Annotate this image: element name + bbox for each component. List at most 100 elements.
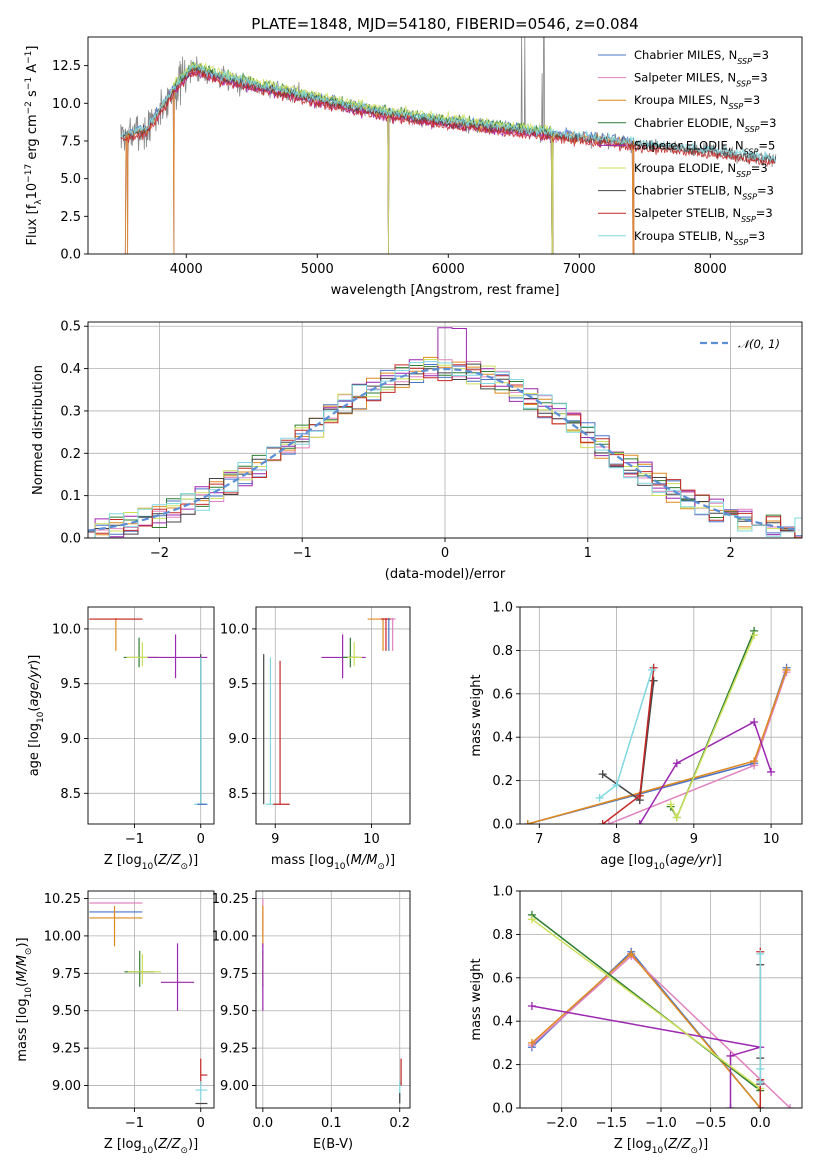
weight_vs_Z-xtick-label: −1.0	[645, 1116, 677, 1131]
series-marker	[750, 718, 759, 727]
series-line	[531, 1005, 761, 1108]
residuals-ytick-label: 0.0	[60, 532, 81, 547]
series-line	[639, 720, 772, 824]
series-marker	[598, 820, 607, 824]
spectrum-xtick-label: 4000	[170, 262, 203, 277]
spectrum-model-chabrier_elodie	[172, 61, 554, 254]
spectrum-title: PLATE=1848, MJD=54180, FIBERID=0546, z=0…	[251, 15, 638, 33]
residuals-xtick-label: −2	[150, 546, 169, 561]
spectrum-model-kroupa_elodie	[172, 61, 554, 254]
age_vs_Z-point-salpeter_elodie	[147, 634, 208, 679]
weight_vs_age-xtick-label: 10	[763, 832, 780, 847]
residuals-ytick-label: 0.4	[60, 362, 81, 377]
series-marker	[756, 1077, 765, 1086]
mass_vs_Z-point-kroupa_elodie	[127, 953, 161, 984]
weight_vs_age-lines	[523, 626, 791, 824]
mass_vs_EBV-xtick-label: 0.0	[253, 1116, 274, 1131]
legend-entry: Salpeter ELODIE, NSSP=5	[634, 138, 775, 156]
histogram-kroupa_miles	[88, 356, 802, 538]
spectrum-model-salpeter_stelib	[120, 69, 776, 167]
weight_vs_Z-ytick-label: 0.0	[492, 1102, 513, 1117]
series-marker	[527, 1038, 536, 1047]
mass_vs_EBV-frame	[255, 890, 411, 1109]
mass_vs_Z-xlabel: Z [log10(Z/Z⊙)]	[104, 1137, 198, 1156]
series-marker	[782, 665, 791, 674]
weight_vs_age-series-kroupa_elodie	[666, 631, 759, 822]
weight_vs_age-ylabel: mass weight	[469, 674, 484, 756]
residuals-frame	[87, 321, 803, 539]
weight_vs_age-xtick-label: 8	[612, 832, 620, 847]
age_vs_mass-xtick-label: 10	[363, 832, 380, 847]
series-marker	[627, 949, 636, 958]
age_vs_Z-point-kroupa_elodie	[126, 642, 161, 667]
weight_vs_Z-xlabel: Z [log10(Z/Z⊙)]	[614, 1137, 708, 1156]
mass_vs_Z-ytick-label: 9.50	[52, 1004, 81, 1019]
histogram-chabrier_miles	[88, 364, 802, 537]
legend-entry: Kroupa ELODIE, NSSP=3	[634, 161, 768, 179]
mass_vs_EBV-xlabel: E(B-V)	[313, 1137, 353, 1152]
histogram-salpeter_miles	[88, 359, 802, 538]
series-marker	[598, 770, 607, 779]
age_vs_mass-point-kroupa_elodie	[347, 642, 362, 667]
spectrum-model-salpeter_miles	[124, 66, 635, 254]
legend-entry: Chabrier MILES, NSSP=3	[634, 48, 769, 66]
series-marker	[666, 800, 675, 809]
weight_vs_Z-xtick-label: −1.5	[596, 1116, 628, 1131]
age_vs_Z-xtick-label: −1	[125, 832, 144, 847]
series-marker	[648, 665, 657, 674]
age_vs_Z-points	[89, 617, 208, 805]
residuals-xtick-label: 2	[726, 546, 734, 561]
mass_vs_EBV-xtick-label: 0.2	[389, 1116, 410, 1131]
spectrum-xlabel: wavelength [Angstrom, rest frame]	[331, 283, 560, 298]
weight_vs_Z-series-kroupa_miles	[527, 949, 765, 1108]
age_vs_mass-points	[263, 617, 396, 805]
series-marker	[672, 813, 681, 822]
spectrum-model-chabrier_miles	[124, 60, 635, 254]
series-marker	[726, 1051, 735, 1060]
weight_vs_Z-ytick-label: 1.0	[492, 885, 513, 900]
weight_vs_age-ytick-label: 0.4	[492, 731, 513, 746]
age_vs_Z-ytick-label: 9.5	[60, 677, 81, 692]
weight_vs_Z-lines	[527, 910, 795, 1108]
series-marker	[750, 757, 759, 766]
residuals-xlabel: (data-model)/error	[385, 567, 506, 582]
age_vs_mass-point-chabrier_elodie	[342, 637, 359, 668]
mass_vs_EBV-axes: 0.0 0.1 0.2 9.00 9.25 9.50 9.75 10.00 10.25 E(B-V…	[212, 891, 410, 1152]
series-marker	[756, 949, 765, 958]
residuals-axes: −2 −1 0 1 2 0.0 0.1 0.2 0.3 0.4 0.5 (data-model)/er…	[31, 320, 802, 582]
residuals-xtick-label: 0	[441, 546, 449, 561]
series-marker	[635, 791, 644, 800]
histogram-chabrier_elodie	[88, 365, 802, 538]
weight_vs_Z-xtick-label: −0.5	[695, 1116, 727, 1131]
series-marker	[523, 820, 532, 824]
mass_vs_Z-xtick-label: 0	[197, 1116, 205, 1131]
weight_vs_age-series-kroupa_miles	[523, 665, 791, 824]
weight_vs_age-ytick-label: 0.6	[492, 687, 513, 702]
series-line	[527, 667, 788, 824]
weight_vs_age-series-chabrier_stelib	[598, 676, 658, 805]
series-marker	[649, 676, 658, 685]
mass_vs_Z-point-kroupa_miles	[89, 905, 143, 947]
age_vs_Z-axes: −1 0 8.5 9.0 9.5 10.0 Z [log10(Z/Z⊙)] age [log1…	[27, 607, 214, 872]
weight_vs_Z-ytick-label: 0.4	[492, 1015, 513, 1030]
spectrum-xtick-label: 6000	[432, 262, 465, 277]
series-marker	[756, 1064, 765, 1073]
series-marker	[612, 780, 621, 789]
age_vs_mass-axes: 9 10 8.5 9.0 9.5 10.0 mass [log10(M/M⊙)]	[220, 607, 410, 872]
legend-entry: Salpeter MILES, NSSP=3	[634, 71, 768, 89]
spectrum-model-salpeter_elodie	[172, 69, 554, 254]
histogram-chabrier_stelib	[88, 363, 802, 538]
weight_vs_age-xlabel: age [log10(age/yr)]	[600, 853, 722, 872]
residuals-xtick-label: 1	[584, 546, 592, 561]
age_vs_Z-xtick-label: 0	[197, 832, 205, 847]
weight_vs_Z-axes: −2.0 −1.5 −1.0 −0.5 0.0 0.0 0.2 0.4 0.6 0.8 1.0 Z […	[469, 885, 802, 1156]
series-marker	[635, 820, 644, 824]
age_vs_mass-frame	[255, 606, 411, 825]
age_vs_mass-ytick-label: 8.5	[228, 787, 249, 802]
series-marker	[527, 915, 536, 924]
spectrum-ytick-label: 12.5	[52, 59, 81, 74]
series-line	[531, 914, 761, 1092]
series-marker	[595, 793, 604, 802]
spectrum-xtick-label: 5000	[301, 262, 334, 277]
weight_vs_Z-series-kroupa_stelib	[756, 949, 765, 1086]
